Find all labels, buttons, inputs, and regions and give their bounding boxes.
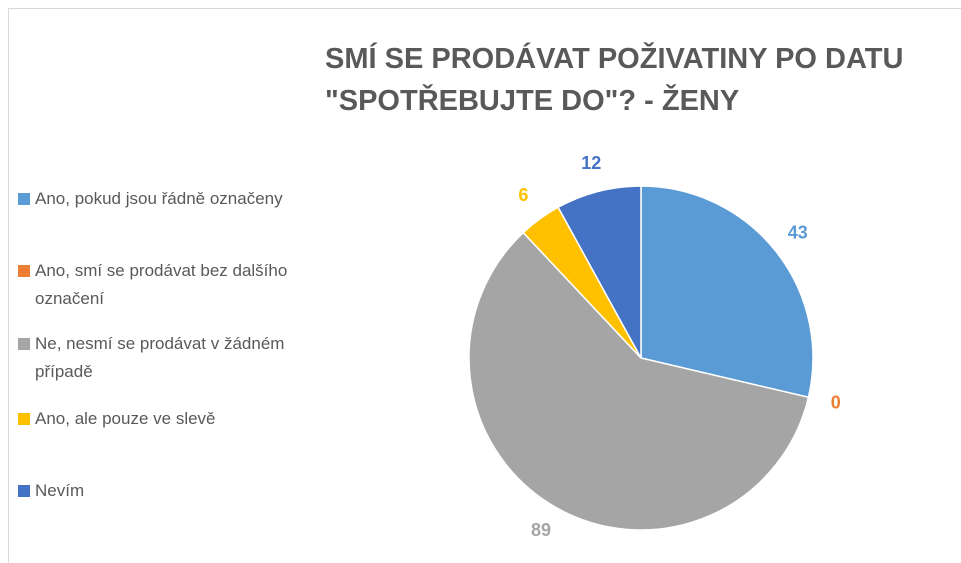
legend-item: Ano, smí se prodávat bez dalšího označen… (18, 257, 308, 313)
legend-label: Ano, ale pouze ve slevě (35, 409, 216, 428)
chart-title: SMÍ SE PRODÁVAT POŽIVATINY PO DATU "SPOT… (325, 43, 904, 117)
pie-slice (557, 185, 642, 359)
legend-label: Ne, nesmí se prodávat v žádném případě (35, 334, 285, 381)
legend-swatch (18, 265, 30, 277)
data-label: 0 (831, 392, 841, 412)
legend-item: Nevím (18, 477, 308, 505)
legend-swatch (18, 193, 30, 205)
legend-swatch (18, 338, 30, 350)
data-label: 89 (531, 520, 551, 540)
legend-item: Ano, pokud jsou řádně označeny (18, 185, 308, 213)
data-label: 6 (518, 185, 528, 205)
legend-swatch (18, 485, 30, 497)
legend-swatch (18, 413, 30, 425)
legend-label: Nevím (35, 481, 85, 500)
legend-item: Ne, nesmí se prodávat v žádném případě (18, 330, 308, 386)
pie-slice (468, 231, 810, 531)
pie-slice (640, 185, 814, 399)
legend-label: Ano, pokud jsou řádně označeny (35, 189, 283, 208)
legend-label: Ano, smí se prodávat bez dalšího označen… (35, 261, 288, 308)
data-label: 43 (788, 223, 808, 243)
legend-item: Ano, ale pouze ve slevě (18, 405, 308, 433)
chart-frame (8, 8, 961, 563)
data-label: 12 (581, 153, 601, 173)
